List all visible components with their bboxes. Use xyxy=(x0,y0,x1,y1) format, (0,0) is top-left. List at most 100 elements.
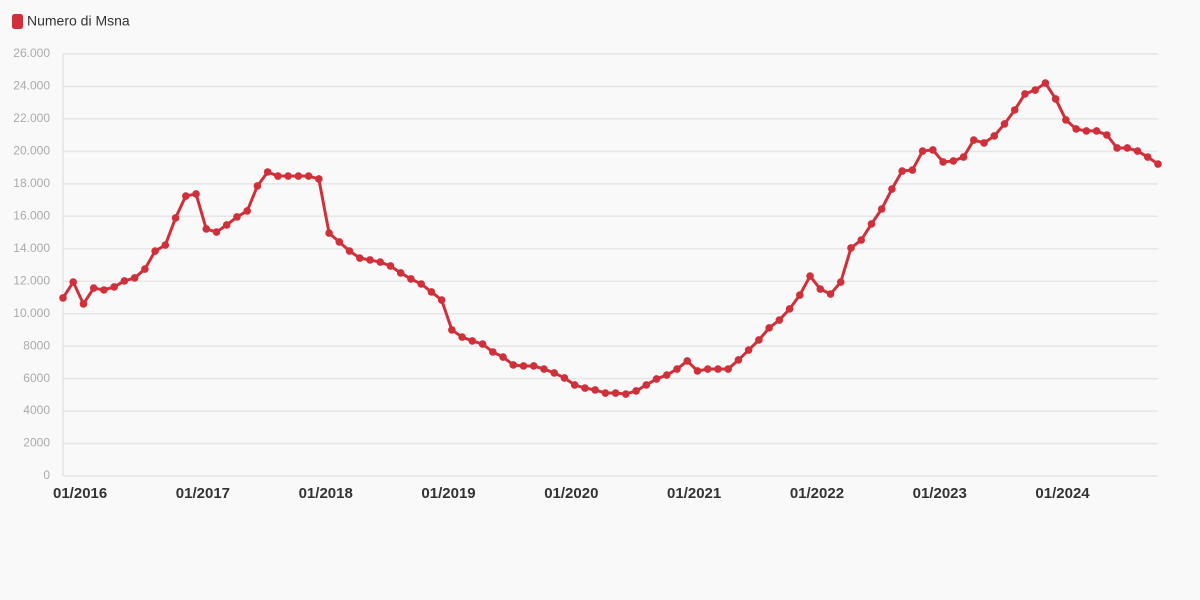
data-point xyxy=(171,214,180,222)
data-point xyxy=(79,300,88,308)
data-point xyxy=(980,139,988,147)
data-point xyxy=(69,278,78,286)
data-point xyxy=(519,362,528,370)
y-tick-label: 16.000 xyxy=(13,208,50,222)
data-point xyxy=(182,192,190,200)
data-point xyxy=(1021,90,1029,98)
data-point xyxy=(642,381,651,389)
data-point xyxy=(437,296,446,304)
data-point xyxy=(192,190,200,198)
data-point xyxy=(345,247,354,255)
x-tick-label: 01/2018 xyxy=(299,485,353,502)
data-point xyxy=(284,172,292,180)
data-point xyxy=(1041,79,1050,87)
x-tick-label: 01/2017 xyxy=(176,485,230,502)
y-tick-label: 26.000 xyxy=(13,46,50,60)
data-point xyxy=(1010,106,1019,114)
data-point xyxy=(1092,127,1101,135)
data-point xyxy=(161,241,170,249)
y-tick-label: 14.000 xyxy=(13,241,50,255)
data-point xyxy=(714,365,722,373)
data-point xyxy=(888,185,896,193)
data-point xyxy=(591,386,599,394)
data-point xyxy=(570,381,579,389)
data-point xyxy=(703,365,712,373)
data-point xyxy=(458,333,466,341)
data-point xyxy=(959,153,968,161)
legend-label: Numero di Msna xyxy=(27,13,130,29)
data-point xyxy=(141,265,149,273)
data-point xyxy=(683,357,692,365)
data-point xyxy=(796,291,804,299)
y-tick-label: 20.000 xyxy=(13,144,50,158)
data-point xyxy=(1113,144,1121,152)
y-tick-label: 4000 xyxy=(23,403,50,417)
data-point xyxy=(806,272,814,280)
data-point xyxy=(499,353,507,361)
data-point xyxy=(529,362,538,370)
data-point xyxy=(826,290,835,298)
data-point xyxy=(836,278,845,286)
data-point xyxy=(949,157,958,165)
data-point xyxy=(212,228,221,236)
data-point xyxy=(724,365,732,373)
legend-swatch xyxy=(12,14,23,29)
y-tick-label: 12.000 xyxy=(13,273,50,287)
data-point xyxy=(427,288,436,296)
data-point xyxy=(560,374,569,382)
data-point xyxy=(386,262,395,270)
data-point xyxy=(315,175,323,183)
data-point xyxy=(969,136,978,144)
data-point xyxy=(662,371,671,379)
data-point xyxy=(918,147,927,155)
x-tick-label: 01/2022 xyxy=(790,485,844,502)
y-tick-label: 0 xyxy=(43,468,50,482)
data-point xyxy=(1051,95,1060,103)
data-point xyxy=(59,294,67,302)
data-point xyxy=(734,356,743,364)
data-point xyxy=(100,286,108,294)
data-point xyxy=(1062,116,1070,124)
data-point xyxy=(939,158,947,166)
data-point xyxy=(673,365,681,373)
data-point xyxy=(622,390,630,398)
data-point xyxy=(407,275,415,283)
data-point xyxy=(294,172,303,180)
data-point xyxy=(755,336,763,344)
y-tick-label: 18.000 xyxy=(13,176,50,190)
data-point xyxy=(1154,160,1162,168)
y-tick-label: 6000 xyxy=(23,371,50,385)
data-point xyxy=(1072,125,1080,133)
data-point xyxy=(1031,86,1039,94)
data-point xyxy=(110,283,118,291)
data-point xyxy=(765,324,773,332)
data-point xyxy=(417,280,425,288)
data-point xyxy=(540,365,548,373)
data-point xyxy=(693,367,702,375)
data-point xyxy=(478,340,487,348)
data-point xyxy=(929,146,937,154)
data-point xyxy=(89,284,98,292)
data-point xyxy=(243,207,252,215)
data-point xyxy=(366,256,374,264)
x-tick-label: 01/2016 xyxy=(53,485,107,502)
data-point xyxy=(816,285,825,293)
y-tick-label: 22.000 xyxy=(13,111,50,125)
data-point xyxy=(468,337,477,345)
data-point xyxy=(898,167,906,175)
data-point xyxy=(581,384,589,392)
data-point xyxy=(253,182,262,190)
data-point xyxy=(908,166,917,174)
data-point xyxy=(120,277,129,285)
data-point xyxy=(775,316,784,324)
data-point xyxy=(130,274,139,282)
data-point xyxy=(509,361,518,369)
data-point xyxy=(990,132,999,140)
x-tick-label: 01/2020 xyxy=(544,485,598,502)
data-point xyxy=(611,389,620,397)
data-point xyxy=(601,389,610,397)
data-line xyxy=(61,81,1159,396)
data-point xyxy=(396,269,405,277)
data-point xyxy=(847,244,855,252)
